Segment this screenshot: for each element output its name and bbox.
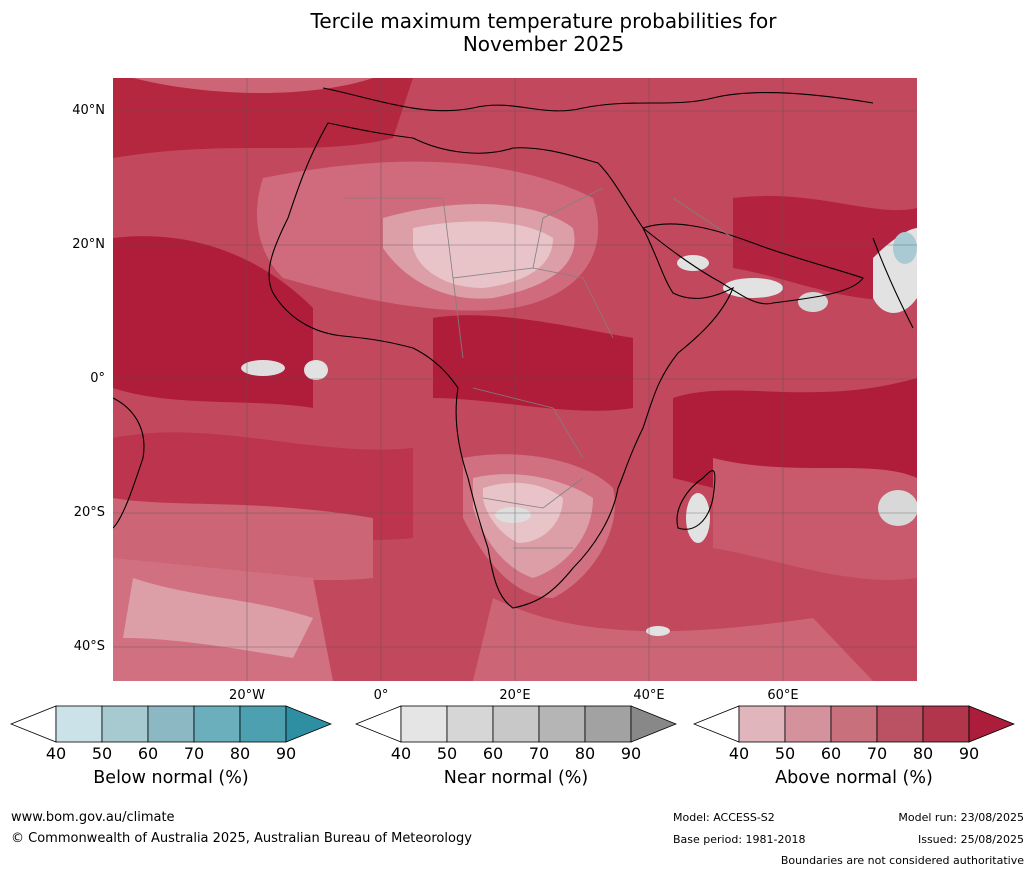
- title-line-1: Tercile maximum temperature probabilitie…: [310, 9, 777, 33]
- region-above-60: [473, 598, 873, 681]
- model-run-date: Model run: 23/08/2025: [898, 811, 1024, 824]
- coastlines: [113, 87, 914, 609]
- region-near-normal: [646, 626, 670, 636]
- colorbar-below-normal: 40 50 60 70 80 90: [10, 705, 332, 764]
- graticule: [113, 78, 917, 681]
- region-above-90: [113, 78, 413, 158]
- colorbar-tick: 80: [912, 744, 934, 763]
- disclaimer-text: Boundaries are not considered authoritat…: [780, 854, 1024, 867]
- colorbar-tick: 70: [866, 744, 888, 763]
- lon-label-20w: 20°W: [229, 688, 265, 703]
- lat-label-40s: 40°S: [73, 639, 105, 654]
- colorbar-tick: 90: [620, 744, 642, 763]
- colorbar-tick: 70: [528, 744, 550, 763]
- region-near-normal: [878, 490, 917, 526]
- issued-date: Issued: 25/08/2025: [917, 833, 1024, 846]
- colorbar-below-swatches: [10, 705, 332, 743]
- colorbar-tick: 50: [774, 744, 796, 763]
- colorbar-tick: 80: [229, 744, 251, 763]
- lat-label-0: 0°: [90, 371, 105, 386]
- colorbar-near-label: Near normal (%): [443, 768, 589, 788]
- india-coastline: [872, 237, 914, 329]
- lon-label-20e: 20°E: [499, 688, 531, 703]
- region-near-normal: [241, 360, 285, 376]
- lon-label-0: 0°: [373, 688, 389, 703]
- website-link[interactable]: www.bom.gov.au/climate: [11, 810, 175, 825]
- region-above-90: [433, 315, 633, 411]
- region-near-normal: [798, 292, 828, 312]
- lat-label-40n: 40°N: [72, 103, 105, 118]
- region-above-60: [713, 458, 917, 581]
- colorbar-near-normal: 40 50 60 70 80 90: [355, 705, 677, 764]
- colorbar-above-swatches: [693, 705, 1015, 743]
- colorbar-below-label: Below normal (%): [93, 768, 249, 788]
- colorbar-tick: 50: [436, 744, 458, 763]
- region-near-normal: [304, 360, 328, 380]
- region-above-90: [733, 195, 917, 301]
- map-title: Tercile maximum temperature probabilitie…: [0, 10, 1035, 56]
- colorbar-tick: 80: [574, 744, 596, 763]
- model-name: Model: ACCESS-S2: [673, 811, 775, 824]
- region-above-50: [123, 578, 313, 658]
- region-above-60: [133, 78, 373, 93]
- colorbar-tick: 40: [390, 744, 412, 763]
- colorbar-tick: 50: [91, 744, 113, 763]
- country-borders: [343, 187, 734, 549]
- colorbar-tick: 90: [958, 744, 980, 763]
- colorbar-near-swatches: [355, 705, 677, 743]
- copyright-text: © Commonwealth of Australia 2025, Austra…: [11, 831, 472, 846]
- colorbar-tick: 60: [137, 744, 159, 763]
- region-near-normal: [677, 255, 709, 271]
- colorbar-above-label: Above normal (%): [775, 768, 933, 788]
- africa-coastline: [268, 122, 735, 609]
- colorbar-tick: 90: [275, 744, 297, 763]
- madagascar-coastline: [676, 470, 716, 530]
- colorbar-tick: 70: [183, 744, 205, 763]
- arabia-coastline: [641, 223, 864, 305]
- title-line-2: November 2025: [462, 32, 625, 56]
- probability-map: [113, 78, 917, 681]
- colorbar-tick: 40: [45, 744, 67, 763]
- region-near-normal: [686, 493, 710, 543]
- base-period: Base period: 1981-2018: [673, 833, 806, 846]
- region-above-60: [113, 498, 373, 581]
- lon-label-40e: 40°E: [633, 688, 665, 703]
- colorbar-tick: 60: [482, 744, 504, 763]
- region-near-normal: [495, 507, 531, 523]
- americas-coastline: [113, 397, 145, 529]
- region-below-normal: [893, 232, 917, 264]
- lat-label-20n: 20°N: [72, 237, 105, 252]
- lat-label-20s: 20°S: [73, 505, 105, 520]
- colorbar-above-normal: 40 50 60 70 80 90: [693, 705, 1015, 764]
- colorbar-tick: 40: [728, 744, 750, 763]
- colorbar-tick: 60: [820, 744, 842, 763]
- lon-label-60e: 60°E: [767, 688, 799, 703]
- europe-coastline: [322, 87, 874, 112]
